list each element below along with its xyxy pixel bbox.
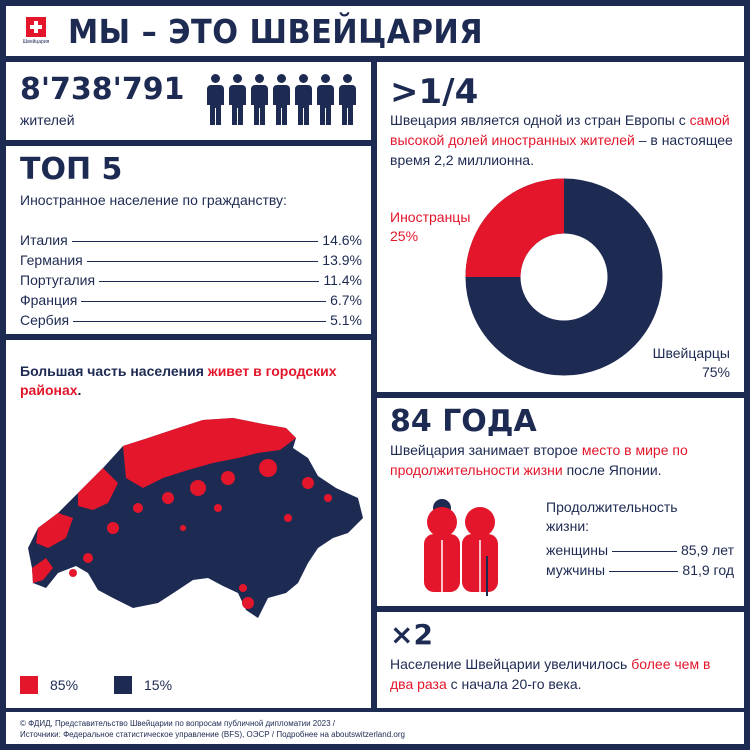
legend-swatch-navy <box>114 676 132 694</box>
life-text: Швейцария занимает второе место в мире п… <box>390 440 735 480</box>
top5-title: ТОП 5 <box>20 152 123 187</box>
people-icons <box>206 74 356 126</box>
divider-left-2 <box>6 334 371 340</box>
list-item: мужчины 81,9 год <box>546 558 734 578</box>
growth-text-a: Население Швейцарии увеличилось <box>390 656 632 672</box>
footer-line-2: Источники: Федеральное статистическое уп… <box>20 730 405 739</box>
divider-footer <box>6 708 744 712</box>
page-title: МЫ – ЭТО ШВЕЙЦАРИЯ <box>68 11 484 51</box>
swiss-label-name: Швейцарцы <box>652 345 730 361</box>
legend-rural-label: 15% <box>144 677 173 693</box>
foreign-text-a: Швецария является одной из стран Европы … <box>390 112 690 128</box>
country-name: Сербия <box>20 312 70 328</box>
urban-text-highlight: живет в городских районах <box>20 363 337 398</box>
swiss-cross-icon <box>26 17 46 37</box>
divider-left-1 <box>6 140 371 146</box>
population-label: жителей <box>20 112 75 128</box>
legend-swatch-red <box>20 676 38 694</box>
country-name: Германия <box>20 252 83 268</box>
country-share: 6.7% <box>330 292 362 308</box>
footer-line-1: © ФДИД, Представительство Швейцарии по в… <box>20 719 336 728</box>
men-value: 81,9 год <box>682 562 734 578</box>
header: Швейцария МЫ – ЭТО ШВЕЙЦАРИЯ <box>6 6 744 62</box>
country-name: Италия <box>20 232 68 248</box>
list-item: Португалия 11.4% <box>20 268 362 288</box>
flag-caption: Швейцария <box>22 39 50 45</box>
country-share: 13.9% <box>322 252 362 268</box>
swiss-label-value: 75% <box>701 364 730 380</box>
population-number: 8'738'791 <box>20 72 185 107</box>
life-expectancy-label: Продолжительность жизни: <box>546 499 678 534</box>
list-item: Сербия 5.1% <box>20 308 362 328</box>
divider-right-2 <box>377 606 744 612</box>
growth-text-c: с начала 20-го века. <box>446 676 582 692</box>
life-title: 84 ГОДА <box>390 404 537 439</box>
footer-credits: © ФДИД, Представительство Швейцарии по в… <box>20 718 405 740</box>
growth-text-highlight: более чем в два раза <box>390 656 711 692</box>
donut-foreign-segment <box>465 178 566 279</box>
life-text-highlight: место в мире по продолжительности жизни <box>390 442 688 478</box>
foreign-label: Иностранцы 25% <box>390 208 470 246</box>
person-icon <box>228 74 246 126</box>
person-icon <box>206 74 224 126</box>
foreign-text-highlight: самой высокой долей иностранных жителей <box>390 112 730 148</box>
elderly-couple-icon <box>424 499 498 596</box>
urban-text: Большая часть населения живет в городски… <box>20 362 362 400</box>
person-icon <box>294 74 312 126</box>
divider-right-1 <box>377 392 744 398</box>
list-item: женщины 85,9 лет <box>546 538 734 558</box>
top5-subtitle: Иностранное население по гражданству: <box>20 192 287 208</box>
women-value: 85,9 лет <box>680 542 734 558</box>
life-text-a: Швейцария занимает второе <box>390 442 582 458</box>
person-icon <box>316 74 334 126</box>
person-icon <box>272 74 290 126</box>
list-item: Италия 14.6% <box>20 228 362 248</box>
urban-text-c: . <box>77 382 82 398</box>
country-share: 11.4% <box>323 272 362 288</box>
country-share: 14.6% <box>322 232 362 248</box>
foreign-text-c: – в настоящее время 2,2 миллионна. <box>390 132 733 168</box>
country-name: Франция <box>20 292 78 308</box>
growth-text: Население Швейцарии увеличилось более че… <box>390 654 735 694</box>
men-label: мужчины <box>546 562 606 578</box>
legend-urban-label: 85% <box>50 677 79 693</box>
switzerland-map <box>28 418 363 618</box>
growth-title: ×2 <box>390 618 433 651</box>
urban-text-a: Большая часть населения <box>20 363 208 379</box>
foreign-donut-chart <box>465 178 663 376</box>
country-name: Португалия <box>20 272 96 288</box>
foreign-label-value: 25% <box>390 228 419 244</box>
swiss-flag-logo: Швейцария <box>18 17 54 45</box>
fraction-title: >1/4 <box>390 72 479 112</box>
list-item: Германия 13.9% <box>20 248 362 268</box>
country-share: 5.1% <box>330 312 362 328</box>
foreign-label-name: Иностранцы <box>390 209 471 225</box>
life-text-c: после Японии. <box>562 462 662 478</box>
legend-rural: 15% <box>114 676 172 694</box>
women-label: женщины <box>546 542 609 558</box>
person-icon <box>338 74 356 126</box>
top5-list: Италия 14.6% Германия 13.9% Португалия 11.4… <box>20 228 362 328</box>
list-item: Франция 6.7% <box>20 288 362 308</box>
foreign-text: Швецария является одной из стран Европы … <box>390 110 735 170</box>
vertical-divider <box>371 62 377 710</box>
legend-urban: 85% <box>20 676 78 694</box>
swiss-label: Швейцарцы 75% <box>590 344 730 382</box>
person-icon <box>250 74 268 126</box>
